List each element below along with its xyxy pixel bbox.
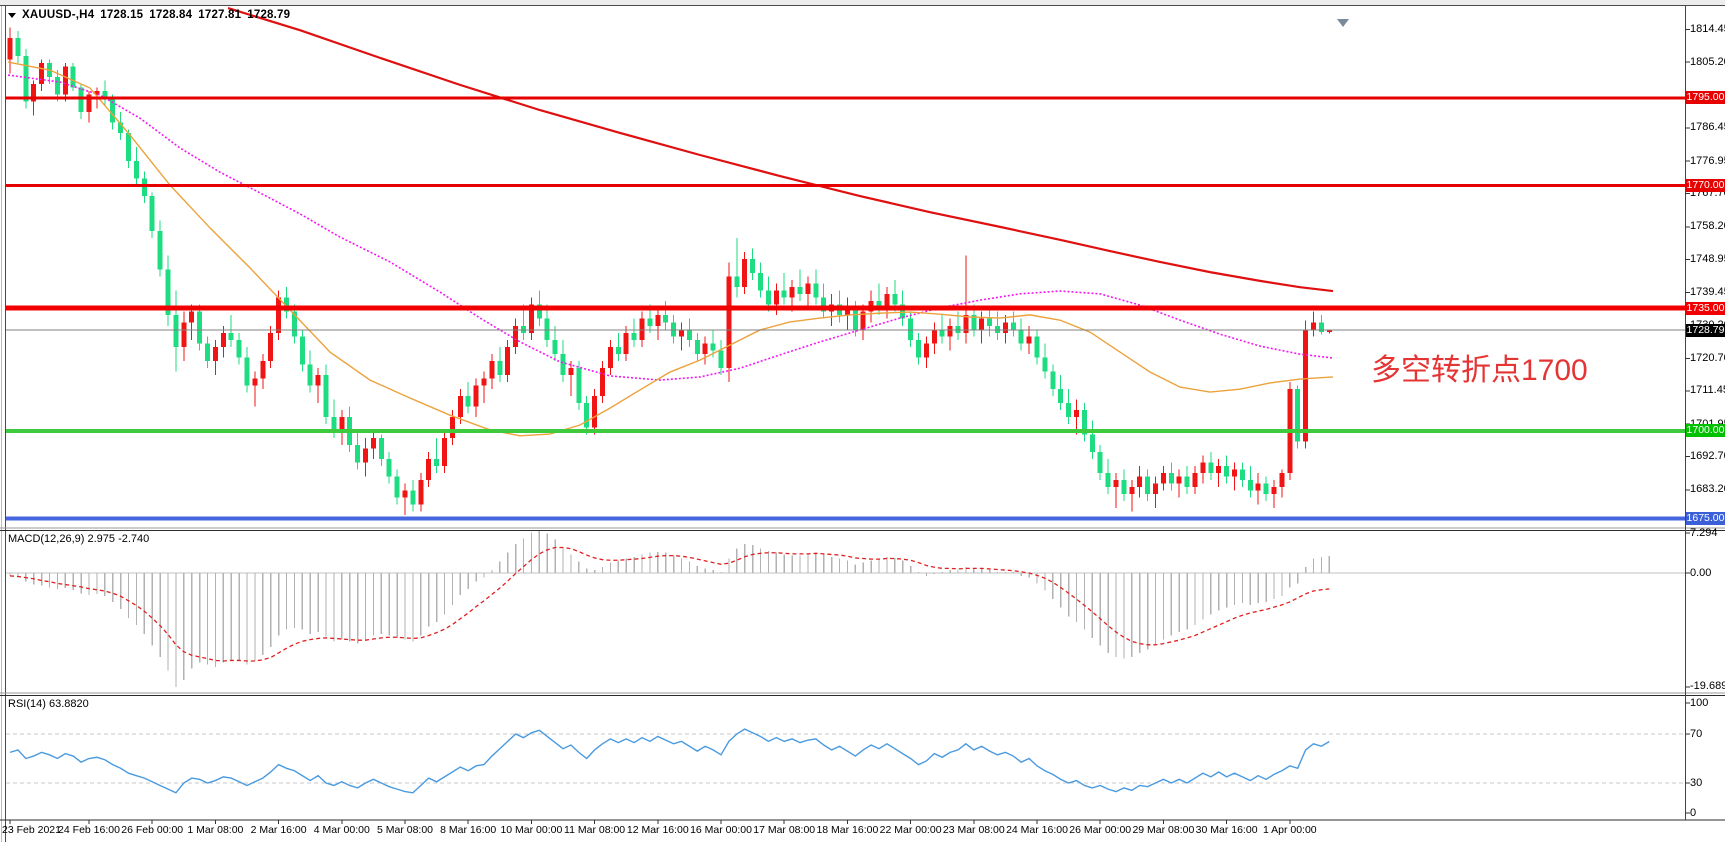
window-top-strip	[0, 0, 1725, 5]
macd-histogram	[9, 530, 1330, 687]
rsi-line	[9, 728, 1330, 794]
horizontal-level-lines[interactable]	[6, 96, 1685, 521]
macd-signal-line	[9, 546, 1330, 662]
candles-layer[interactable]	[7, 27, 1332, 516]
ma-long-red-line	[227, 7, 1334, 293]
ma-slow-magenta-line	[7, 74, 1334, 381]
ma-fast-orange-line	[7, 61, 1334, 437]
